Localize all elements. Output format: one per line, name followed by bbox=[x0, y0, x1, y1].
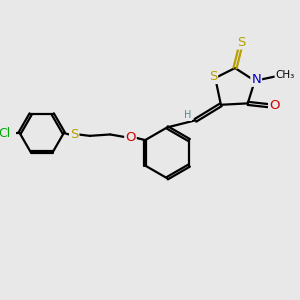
Text: O: O bbox=[269, 99, 280, 112]
Text: S: S bbox=[237, 35, 246, 49]
Text: S: S bbox=[209, 70, 217, 83]
Text: O: O bbox=[125, 131, 136, 144]
Text: CH₃: CH₃ bbox=[275, 70, 295, 80]
Text: S: S bbox=[70, 128, 78, 141]
Text: Cl: Cl bbox=[0, 127, 11, 140]
Text: H: H bbox=[184, 110, 191, 120]
Text: N: N bbox=[251, 73, 261, 86]
